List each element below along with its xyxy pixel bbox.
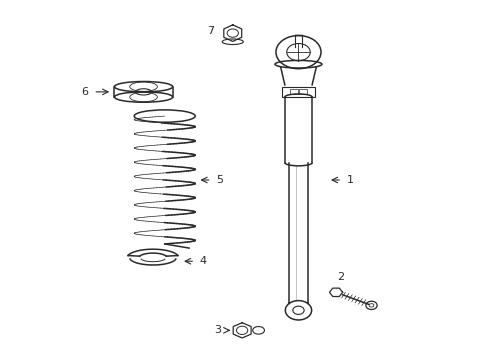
Text: 3: 3: [214, 325, 221, 335]
Bar: [282, 87, 314, 97]
Bar: [289, 89, 297, 94]
Text: 2: 2: [337, 272, 344, 282]
Text: 5: 5: [216, 175, 223, 185]
Text: 1: 1: [346, 175, 353, 185]
Text: 7: 7: [206, 26, 214, 36]
Text: 4: 4: [200, 256, 206, 266]
Bar: [299, 89, 307, 94]
Text: 6: 6: [81, 87, 88, 97]
